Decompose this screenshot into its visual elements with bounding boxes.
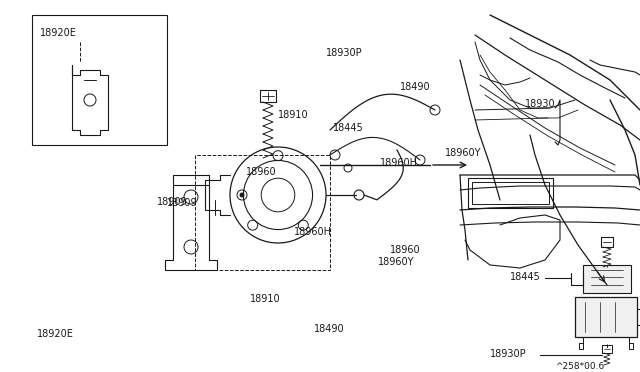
Text: 18910: 18910 [278,110,308,120]
Bar [32,15,167,145]
Bar [575,297,637,337]
Text: 18930P: 18930P [490,349,527,359]
Text: 18490: 18490 [400,82,431,92]
Text: 18960H: 18960H [294,227,332,237]
Bar [583,265,631,293]
Text: 18490: 18490 [314,324,344,334]
Text: 18909: 18909 [157,197,188,207]
Bar [472,182,549,204]
Text: 18960Y: 18960Y [445,148,481,158]
Text: ^258*00.6: ^258*00.6 [555,362,604,371]
Text: 18445: 18445 [333,123,364,133]
Text: 18445: 18445 [510,272,541,282]
Text: 18920E: 18920E [37,329,74,339]
Text: 18910: 18910 [250,294,280,304]
Text: 18930: 18930 [525,99,556,109]
Text: 18960H: 18960H [380,158,418,168]
Text: 18960Y: 18960Y [378,257,414,267]
Bar [468,178,553,208]
Text: 18920E: 18920E [40,28,77,38]
Text: 18960: 18960 [246,167,277,177]
Text: 18909: 18909 [167,198,198,208]
Circle shape [240,193,244,197]
Text: 18960: 18960 [390,245,420,255]
Text: 18930P: 18930P [326,48,363,58]
